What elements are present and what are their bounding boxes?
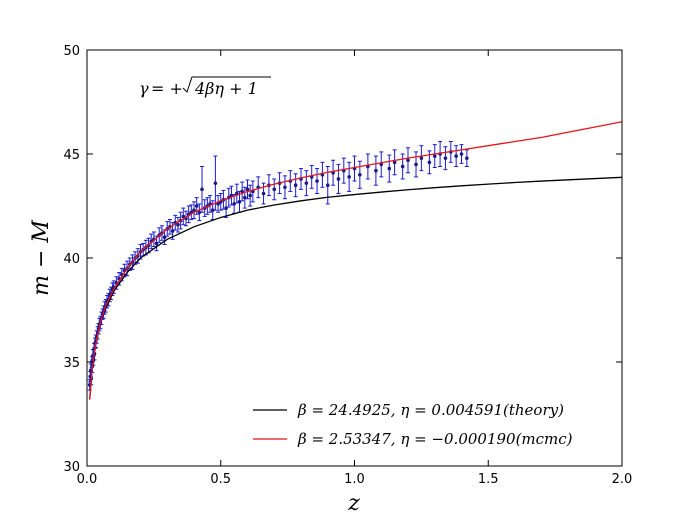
x-axis-label: z xyxy=(347,491,360,516)
data-point xyxy=(387,166,392,171)
y-axis-label: m − M xyxy=(29,220,54,296)
data-point xyxy=(325,183,330,187)
y-tick-label: 50 xyxy=(63,44,80,59)
radicand-text: 4βη + 1 xyxy=(194,79,258,98)
data-point xyxy=(210,208,215,212)
y-tick-label: 30 xyxy=(63,460,80,475)
y-tick-label: 45 xyxy=(63,148,80,163)
data-point xyxy=(272,187,277,192)
data-point xyxy=(400,164,405,169)
data-point xyxy=(392,160,397,165)
gamma-formula-annotation: γ = + 4βη + 1 xyxy=(139,76,271,98)
equals-plus-sign: = + xyxy=(151,79,183,98)
data-point xyxy=(245,187,250,192)
data-point xyxy=(406,158,410,163)
data-point xyxy=(414,162,418,167)
data-point xyxy=(197,210,202,215)
data-point xyxy=(347,175,351,179)
data-point xyxy=(419,156,424,160)
data-point xyxy=(454,154,458,158)
y-tick-label: 35 xyxy=(63,356,80,371)
gamma-symbol: γ xyxy=(139,79,149,98)
data-point xyxy=(336,177,341,181)
legend-label-theory: β = 24.4925, η = 0.004591(theory) xyxy=(297,401,564,419)
data-point xyxy=(293,183,298,187)
x-tick-label: 0.5 xyxy=(210,472,231,487)
legend-label-mcmc: β = 2.53347, η = −0.000190(mcmc) xyxy=(297,430,573,448)
data-point xyxy=(283,185,287,190)
square-root-sign xyxy=(182,76,271,93)
data-point xyxy=(176,222,180,227)
data-layer xyxy=(87,121,622,400)
axis-ticks: 0.0 0.5 1.0 1.5 2.0 30 35 40 45 50 xyxy=(63,44,632,487)
theory-curve-line xyxy=(89,176,622,400)
data-point xyxy=(194,204,199,208)
y-tick-label: 40 xyxy=(63,252,80,267)
data-point xyxy=(432,154,437,158)
x-tick-label: 0.0 xyxy=(77,472,98,487)
data-point xyxy=(358,173,362,177)
data-point xyxy=(374,168,378,173)
x-tick-label: 2.0 xyxy=(612,472,633,487)
data-point xyxy=(192,208,196,212)
data-point xyxy=(200,187,204,192)
data-point xyxy=(459,152,464,156)
data-point xyxy=(304,181,309,185)
data-point xyxy=(261,191,266,196)
data-point xyxy=(427,160,432,165)
data-point xyxy=(315,179,319,183)
data-point xyxy=(181,214,186,219)
x-tick-label: 1.0 xyxy=(344,472,365,487)
data-point xyxy=(213,181,218,185)
x-tick-label: 1.5 xyxy=(478,472,499,487)
data-point xyxy=(443,156,448,160)
data-point xyxy=(248,193,252,198)
data-point xyxy=(465,156,469,160)
legend: β = 24.4925, η = 0.004591(theory) β = 2.… xyxy=(253,401,573,448)
mcmc-curve-line xyxy=(89,121,622,400)
